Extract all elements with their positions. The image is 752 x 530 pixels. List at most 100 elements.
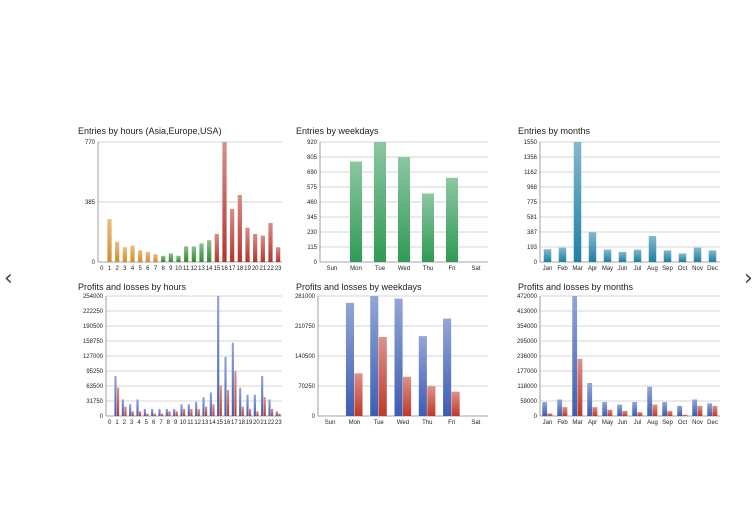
x-tick-label: 17 — [231, 420, 238, 426]
y-tick-label: 472000 — [517, 294, 538, 300]
x-tick-label: 21 — [260, 420, 267, 426]
bar-2-series-1 — [124, 406, 127, 416]
bar-1-series-0 — [114, 375, 117, 416]
bar-14 — [207, 240, 212, 262]
x-tick-label: Thu — [422, 420, 432, 426]
y-tick-label: 222250 — [83, 309, 104, 315]
x-tick-label: 15 — [213, 266, 220, 272]
x-tick-label: 12 — [194, 420, 201, 426]
bar-Dec — [708, 250, 717, 262]
y-tick-label: 387 — [527, 230, 538, 236]
chart-panel-entries-by-months: Entries by months 0 193 387 581 775 968 1162 13… — [518, 126, 724, 274]
y-tick-label: 140500 — [295, 354, 316, 360]
x-tick-label: 3 — [130, 420, 134, 426]
bar-11-series-0 — [187, 404, 190, 416]
bar-23-series-1 — [278, 413, 281, 416]
y-tick-label: 59000 — [520, 399, 537, 405]
x-tick-label: Fri — [448, 420, 455, 426]
bar-3-series-0 — [129, 404, 132, 416]
x-tick-label: Sun — [325, 420, 336, 426]
y-tick-label: 354000 — [517, 324, 538, 330]
bar-Tue-series-1 — [378, 336, 387, 416]
x-tick-label: Dec — [707, 420, 718, 426]
bar-20-series-0 — [253, 394, 256, 416]
x-tick-label: Sep — [662, 266, 673, 272]
previous-arrow-icon[interactable]: ‹ — [4, 266, 13, 291]
chart-title: Profits and losses by hours — [78, 282, 187, 292]
chart-entries-by-weekdays: 0 115 230 345 460 575 690 805 920 Sun Mon Tue Wed Thu… — [307, 140, 488, 272]
x-tick-label: Nov — [692, 266, 703, 272]
bar-Jan — [543, 249, 552, 262]
y-tick-label: 115 — [307, 245, 317, 251]
chart-profits-losses-by-weekdays: 0 70250 140500 210750 281000 Sun Mon Tue Wed Thu F… — [295, 294, 488, 426]
x-tick-label: Aug — [647, 420, 658, 426]
bar-Mar — [573, 142, 582, 262]
x-tick-label: 16 — [221, 266, 228, 272]
bar-Jun-series-0 — [617, 404, 623, 416]
chart-panel-profits-losses-by-weekdays: Profits and losses by weekdays 0 70250 140… — [295, 282, 492, 430]
y-tick-label: 193 — [527, 245, 538, 251]
x-tick-label: 13 — [198, 266, 205, 272]
x-tick-label: 18 — [238, 420, 245, 426]
chart-profits-losses-by-months: 0 59000 118000 177000 236000 295000 354000 4130… — [517, 294, 720, 426]
y-tick-label: 0 — [534, 414, 538, 420]
x-tick-label: 5 — [138, 266, 142, 272]
bar-May-series-1 — [607, 409, 613, 416]
y-tick-label: 690 — [307, 170, 318, 176]
chart-panel-profits-losses-by-hours: Profits and losses by hours 0 31750 63500 9… — [78, 282, 288, 430]
bar-May — [603, 249, 612, 262]
bar-11 — [184, 246, 189, 262]
y-tick-label: 295000 — [517, 339, 538, 345]
bar-Jul — [633, 249, 642, 262]
y-tick-label: 1162 — [524, 170, 538, 176]
bar-Thu — [422, 193, 434, 262]
bar-Fri-series-0 — [443, 318, 452, 416]
bar-6-series-0 — [151, 408, 154, 416]
y-tick-label: 63500 — [86, 384, 103, 390]
bar-Fri-series-1 — [451, 391, 460, 416]
x-tick-label: Tue — [374, 420, 385, 426]
bar-14-series-1 — [212, 404, 215, 416]
bar-Dec-series-1 — [712, 405, 718, 416]
bar-3 — [122, 247, 127, 262]
bar-7-series-0 — [158, 408, 161, 416]
x-tick-label: Wed — [397, 420, 409, 426]
bar-22-series-1 — [271, 408, 274, 416]
x-tick-label: Feb — [557, 266, 568, 272]
bar-May-series-0 — [602, 402, 608, 416]
bar-Apr — [588, 232, 597, 262]
y-tick-label: 0 — [534, 260, 538, 266]
x-tick-label: 4 — [131, 266, 135, 272]
x-tick-label: Fri — [449, 266, 456, 272]
bar-Sep — [663, 250, 672, 262]
y-tick-label: 230 — [307, 230, 318, 236]
x-tick-label: 8 — [167, 420, 171, 426]
bar-13 — [199, 243, 204, 262]
bar-2 — [115, 241, 120, 262]
y-tick-label: 236000 — [517, 354, 538, 360]
x-tick-label: Sat — [471, 420, 480, 426]
bar-17-series-0 — [231, 342, 234, 416]
next-arrow-icon[interactable]: › — [744, 266, 752, 291]
y-tick-label: 1356 — [524, 155, 538, 161]
x-tick-label: Apr — [588, 266, 597, 272]
y-tick-label: 95250 — [86, 369, 103, 375]
y-tick-label: 0 — [312, 414, 316, 420]
x-tick-label: Mon — [349, 420, 361, 426]
x-tick-label: Aug — [647, 266, 658, 272]
bar-9-series-1 — [175, 411, 178, 416]
bar-Oct — [678, 253, 687, 262]
x-tick-label: 2 — [115, 266, 119, 272]
x-tick-label: Jul — [634, 266, 642, 272]
bar-Jan-series-1 — [547, 413, 553, 416]
bar-4-series-0 — [136, 399, 139, 416]
x-tick-label: Mon — [350, 266, 362, 272]
y-tick-label: 0 — [314, 260, 318, 266]
x-tick-label: 1 — [115, 420, 119, 426]
bar-7 — [153, 254, 158, 262]
x-tick-label: May — [602, 266, 613, 272]
bar-Mon-series-0 — [345, 302, 355, 416]
bar-Jul-series-0 — [632, 402, 638, 416]
x-tick-label: Mar — [572, 420, 582, 426]
y-tick-label: 70250 — [298, 384, 315, 390]
